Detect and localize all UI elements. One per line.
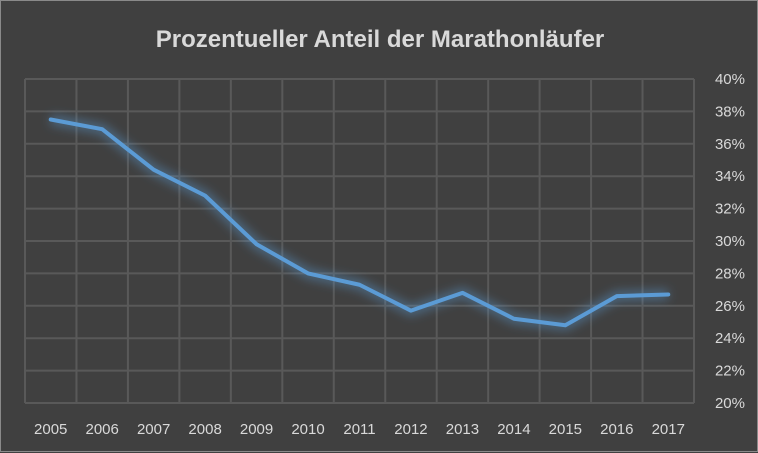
y-tick-label: 28% — [715, 265, 745, 282]
y-tick-label: 34% — [715, 168, 745, 185]
y-tick-label: 26% — [715, 298, 745, 315]
y-tick-label: 38% — [715, 103, 745, 120]
series-line — [51, 120, 669, 326]
y-tick-label: 22% — [715, 363, 745, 380]
y-tick-label: 30% — [715, 233, 745, 250]
x-tick-label: 2016 — [600, 421, 633, 438]
y-tick-label: 20% — [715, 395, 745, 412]
x-tick-label: 2012 — [394, 421, 427, 438]
series-glow — [51, 120, 669, 326]
x-tick-label: 2007 — [137, 421, 170, 438]
x-tick-label: 2006 — [86, 421, 119, 438]
x-tick-label: 2010 — [291, 421, 324, 438]
x-tick-label: 2014 — [497, 421, 530, 438]
y-tick-label: 40% — [715, 71, 745, 88]
x-tick-label: 2008 — [188, 421, 221, 438]
y-tick-label: 32% — [715, 201, 745, 218]
x-tick-label: 2009 — [240, 421, 273, 438]
x-tick-label: 2011 — [343, 421, 375, 438]
x-tick-label: 2017 — [652, 421, 685, 438]
x-tick-label: 2013 — [446, 421, 479, 438]
chart-title: Prozentueller Anteil der Marathonläufer — [156, 26, 605, 53]
y-tick-label: 24% — [715, 330, 745, 347]
x-tick-label: 2005 — [34, 421, 67, 438]
x-tick-label: 2015 — [549, 421, 582, 438]
y-tick-label: 36% — [715, 136, 745, 153]
